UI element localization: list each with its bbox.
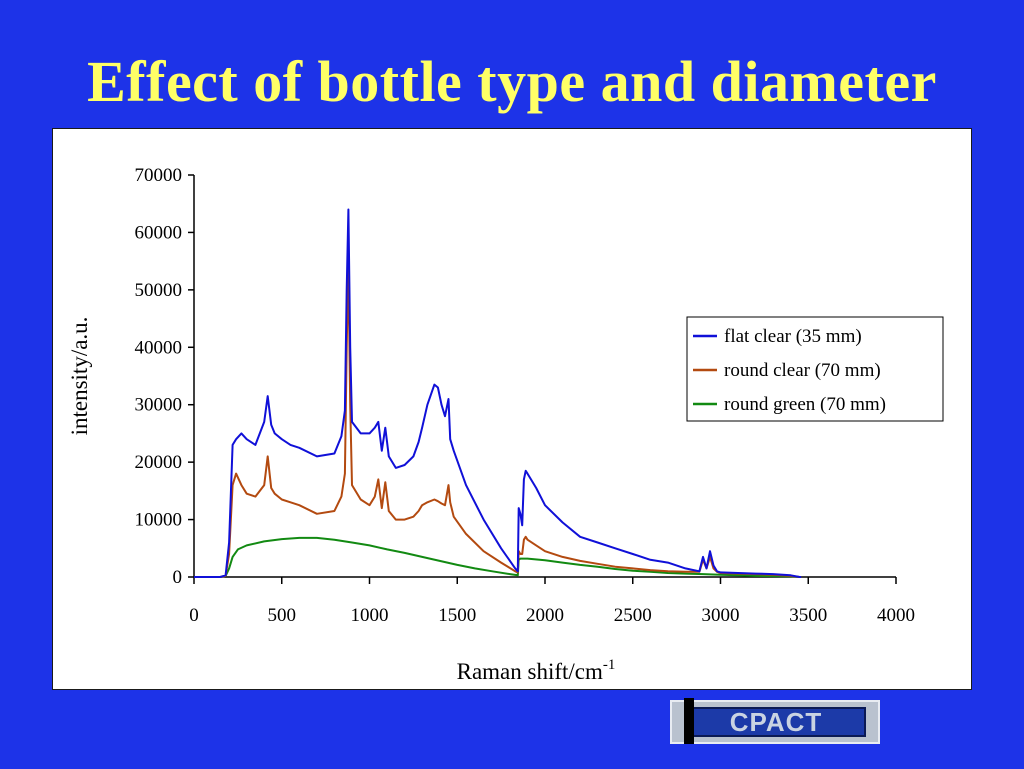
series-line [194, 536, 802, 578]
y-tick-label: 0 [173, 567, 183, 588]
x-tick-label: 3000 [702, 605, 740, 626]
logo-i-bar [684, 698, 694, 744]
y-tick-label: 10000 [135, 510, 183, 531]
y-axis-title: intensity/a.u. [67, 317, 92, 436]
x-tick-label: 2500 [614, 605, 652, 626]
x-tick-label: 500 [268, 605, 297, 626]
y-tick-label: 70000 [135, 165, 183, 186]
x-tick-label: 2000 [526, 605, 564, 626]
x-tick-label: 4000 [877, 605, 915, 626]
y-tick-label: 50000 [135, 280, 183, 301]
series-line [194, 260, 802, 578]
legend-label: flat clear (35 mm) [724, 326, 862, 347]
y-tick-label: 20000 [135, 452, 183, 473]
legend-box [686, 316, 944, 422]
x-tick-label: 3500 [789, 605, 827, 626]
y-tick-label: 30000 [135, 395, 183, 416]
x-tick-label: 0 [189, 605, 199, 626]
series-line [194, 208, 802, 578]
axis-titles: Raman shift/cm-1 intensity/a.u. [67, 317, 615, 684]
legend-label: round clear (70 mm) [724, 360, 881, 381]
chart-axes: 0 10000 20000 30000 40000 50000 60000 70000 0 500… [135, 165, 916, 626]
chart-panel: 0 10000 20000 30000 40000 50000 60000 70000 0 500… [52, 128, 972, 690]
slide-title: Effect of bottle type and diameter [87, 49, 937, 114]
y-tick-label: 40000 [135, 337, 183, 358]
x-tick-label: 1500 [438, 605, 476, 626]
x-axis-title: Raman shift/cm-1 [457, 657, 616, 684]
y-tick-label: 60000 [135, 222, 183, 243]
x-axis-title-superscript: -1 [603, 657, 616, 673]
cpact-logo: CPACT [670, 698, 880, 744]
logo-plate: CPACT [686, 707, 866, 737]
logo-text: CPACT [729, 707, 823, 737]
series-layer [194, 208, 802, 578]
x-tick-label: 1000 [351, 605, 389, 626]
legend-label: round green (70 mm) [724, 394, 886, 415]
chart-legend: flat clear (35 mm) round clear (70 mm) rou… [686, 316, 944, 422]
